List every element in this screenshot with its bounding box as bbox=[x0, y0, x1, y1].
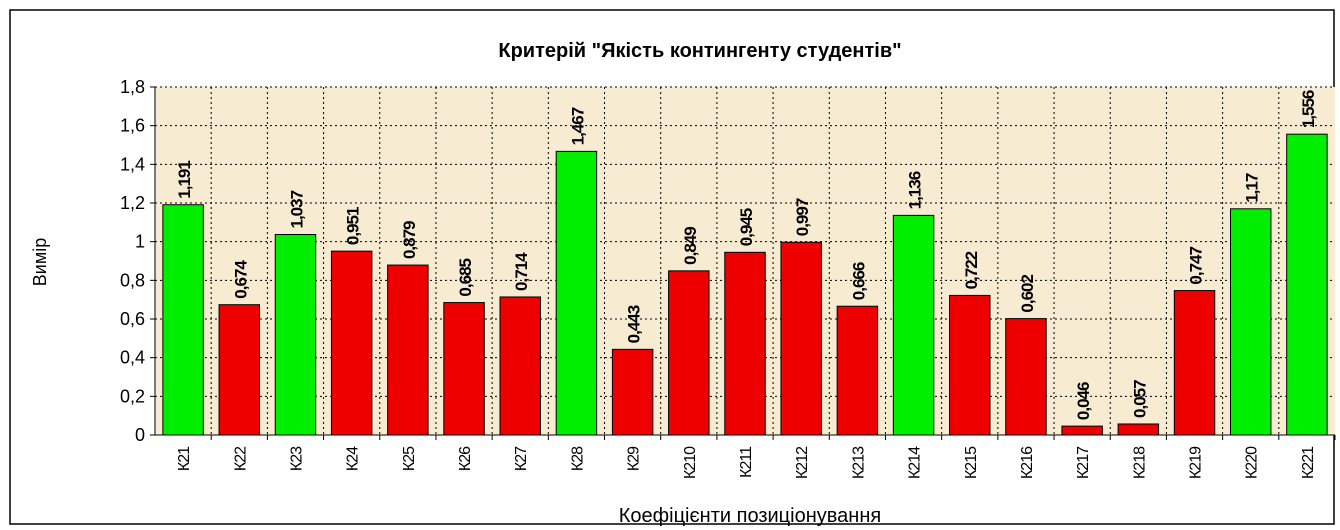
y-tick-label: 1,8 bbox=[120, 77, 145, 97]
bar bbox=[274, 234, 317, 436]
x-tick-label: К23 bbox=[288, 446, 305, 471]
y-tick-label: 1,2 bbox=[120, 193, 145, 213]
value-label: 1,467 bbox=[568, 107, 587, 145]
bar bbox=[499, 296, 541, 436]
x-tick-label: К214 bbox=[907, 446, 924, 479]
x-tick-label: К22 bbox=[232, 446, 249, 471]
x-tick-label: К215 bbox=[963, 446, 980, 479]
bar bbox=[1061, 425, 1103, 436]
bar bbox=[1173, 290, 1216, 436]
value-label: 0,951 bbox=[344, 207, 363, 245]
x-tick-label: К211 bbox=[738, 446, 755, 478]
x-tick-label: К28 bbox=[569, 446, 586, 471]
x-tick-label: К213 bbox=[850, 446, 867, 479]
value-label: 0,997 bbox=[793, 198, 812, 236]
bar bbox=[1005, 318, 1047, 436]
x-tick-label: К217 bbox=[1075, 446, 1092, 479]
value-label: 1,556 bbox=[1299, 90, 1318, 128]
value-label: 0,443 bbox=[625, 305, 644, 343]
value-label: 0,046 bbox=[1074, 382, 1093, 420]
value-label: 0,747 bbox=[1187, 246, 1206, 284]
x-tick-label: К25 bbox=[401, 446, 418, 471]
bar bbox=[892, 214, 935, 436]
y-tick-label: 0,6 bbox=[120, 309, 145, 329]
value-label: 0,879 bbox=[400, 221, 419, 259]
bar bbox=[387, 264, 429, 436]
y-tick-label: 0,2 bbox=[120, 386, 145, 406]
x-tick-label: К212 bbox=[794, 446, 811, 479]
bar bbox=[162, 204, 204, 436]
bar bbox=[1286, 133, 1328, 436]
x-tick-label: К218 bbox=[1131, 446, 1148, 479]
x-tick-label: К24 bbox=[345, 446, 362, 471]
x-tick-label: К219 bbox=[1188, 446, 1205, 479]
bar bbox=[611, 348, 654, 436]
bar bbox=[724, 251, 766, 436]
value-label: 0,057 bbox=[1130, 380, 1149, 418]
bar bbox=[330, 250, 373, 436]
bar bbox=[555, 150, 598, 436]
value-label: 1,17 bbox=[1243, 173, 1262, 203]
value-label: 0,666 bbox=[849, 262, 868, 300]
y-axis-label: Вимір bbox=[30, 238, 50, 286]
value-label: 0,602 bbox=[1018, 275, 1037, 313]
x-tick-label: К27 bbox=[513, 446, 530, 471]
x-tick-label: К220 bbox=[1244, 446, 1261, 479]
x-tick-label: К216 bbox=[1019, 446, 1036, 479]
value-label: 0,849 bbox=[681, 227, 700, 265]
y-tick-label: 0 bbox=[135, 425, 145, 445]
value-label: 1,136 bbox=[906, 171, 925, 209]
x-tick-label: К26 bbox=[457, 446, 474, 471]
y-tick-label: 0,8 bbox=[120, 270, 145, 290]
x-tick-label: К210 bbox=[682, 446, 699, 479]
value-label: 1,037 bbox=[287, 190, 306, 228]
y-tick-label: 1,4 bbox=[120, 154, 145, 174]
y-tick-label: 1 bbox=[135, 232, 145, 252]
bar bbox=[780, 241, 822, 436]
y-tick-label: 0,4 bbox=[120, 348, 145, 368]
value-label: 0,722 bbox=[962, 251, 981, 289]
value-label: 0,685 bbox=[456, 258, 475, 296]
bar bbox=[1117, 423, 1160, 436]
x-tick-label: К29 bbox=[626, 446, 643, 471]
value-label: 0,714 bbox=[512, 252, 531, 291]
bar bbox=[949, 294, 991, 436]
bar bbox=[218, 304, 261, 436]
x-tick-label: К221 bbox=[1300, 446, 1317, 479]
bar bbox=[1229, 208, 1272, 436]
bar bbox=[836, 305, 879, 436]
bar bbox=[668, 270, 710, 436]
x-tick-label: К21 bbox=[176, 446, 193, 471]
value-label: 0,674 bbox=[231, 260, 250, 299]
y-tick-label: 1,6 bbox=[120, 116, 145, 136]
value-label: 1,191 bbox=[175, 161, 194, 199]
value-label: 0,945 bbox=[737, 208, 756, 246]
x-axis-label: Коефіцієнти позиціонування bbox=[619, 505, 881, 527]
bar bbox=[443, 302, 485, 436]
chart-title: Критерій "Якість контингенту студентів" bbox=[498, 40, 901, 62]
